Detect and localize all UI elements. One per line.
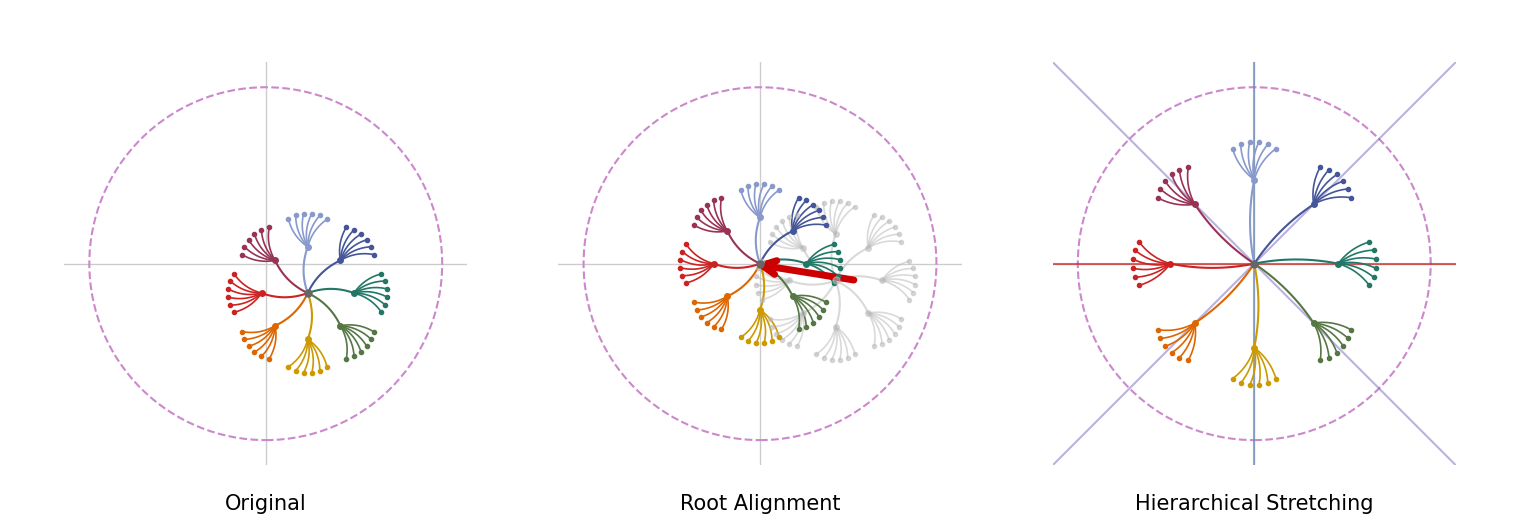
Text: Root Alignment: Root Alignment xyxy=(679,494,841,513)
Text: Hierarchical Stretching: Hierarchical Stretching xyxy=(1135,494,1374,513)
Text: Original: Original xyxy=(225,494,307,513)
